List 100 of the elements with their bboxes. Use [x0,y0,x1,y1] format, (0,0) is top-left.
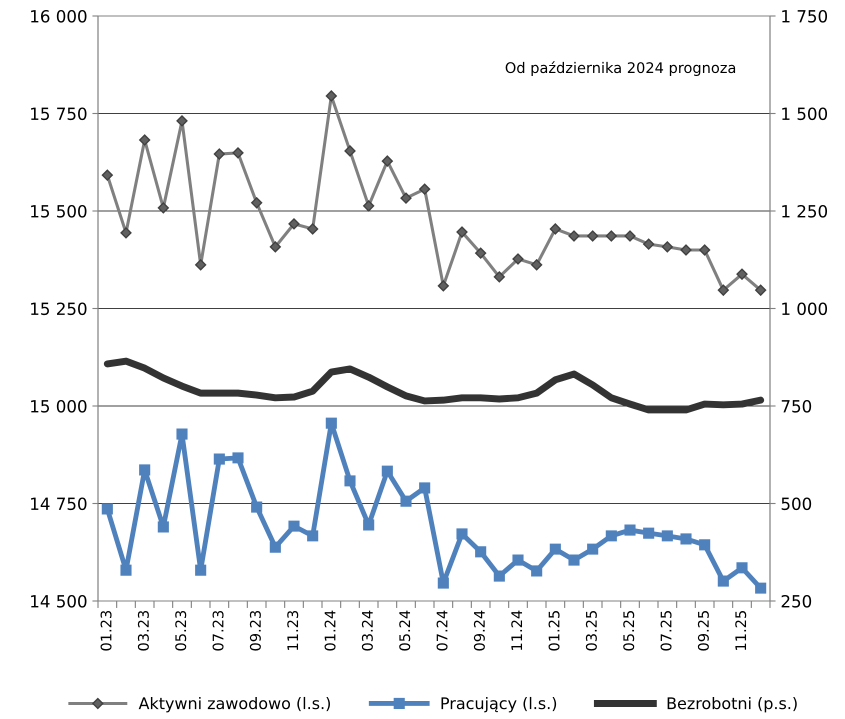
y2-tick-label: 500 [782,497,812,510]
point [531,259,542,270]
point [139,464,150,476]
point [606,530,617,542]
point [176,428,188,440]
point [326,418,337,429]
point [363,519,374,531]
point [139,134,150,146]
point [120,564,132,576]
point [400,192,412,204]
x-tick-label: 01.25 [548,611,560,651]
point [158,202,169,214]
annotation: Od października 2024 prognoza [506,61,736,76]
x-tick-label: 01.23 [100,610,112,651]
point [494,271,505,283]
y-tick-label: 15 500 [31,204,86,218]
x-tick-label: 11.23 [287,610,298,650]
x-tick-label: 03.23 [138,610,149,651]
point [176,115,188,127]
point [550,544,561,555]
point [251,501,262,513]
point [326,90,337,102]
x-tick-label: 07.24 [436,610,448,651]
point [643,528,654,539]
point [475,248,486,259]
y-tick-label: 16 000 [31,10,86,23]
point [456,226,468,238]
point [475,546,486,558]
point [680,244,692,256]
point [718,576,729,587]
legend-label: Aktywni zawodowo (l.s.) [138,696,330,712]
point [494,570,505,582]
x-tick-label: 07.25 [660,611,672,651]
y-tick-label: 14 500 [31,594,86,608]
point [438,578,449,589]
x-tick-label: 09.23 [250,610,261,651]
point [232,452,244,464]
legend-label: Bezrobotni (p.s.) [668,696,797,712]
point [718,284,729,296]
point [102,170,113,181]
legend-label: Pracujący (l.s.) [442,696,556,712]
point [606,230,617,242]
point [382,155,393,167]
point [587,544,598,555]
point [568,554,580,566]
point [344,145,356,157]
x-tick-label: 07.23 [212,610,224,651]
y2-tick-label: 1 000 [782,302,828,316]
point [699,539,710,550]
point [438,280,449,292]
point [550,223,561,235]
y2-tick-label: 1 500 [782,107,828,120]
point [456,528,468,540]
point [736,268,748,280]
x-tick-label: 09.25 [698,611,709,651]
x-tick-label: 01.24 [324,610,336,651]
y2-tick-label: 250 [782,594,812,608]
point [624,230,636,242]
point [624,524,636,536]
y-tick-label: 15 000 [31,400,86,413]
point [419,184,430,195]
point [400,496,412,507]
point [307,223,318,235]
point [158,521,169,532]
y2-tick-label: 1 250 [782,204,828,218]
point [288,520,300,532]
point [755,582,766,594]
point [232,147,244,158]
point [587,230,598,242]
point [102,503,113,515]
x-tick-label: 11.25 [735,611,746,650]
point [363,200,374,212]
y-tick-label: 14 750 [31,497,86,510]
point [512,554,524,566]
x-tick-label: 03.24 [362,610,373,651]
y2-tick-label: 1 750 [782,10,828,23]
x-tick-label: 05.25 [623,611,634,651]
point [251,197,262,208]
point [699,244,710,256]
point [214,148,225,160]
x-tick-label: 03.25 [586,611,597,651]
point [419,482,430,494]
x-tick-label: 05.23 [175,610,186,651]
point [288,218,300,230]
y2-tick-label: 750 [782,400,812,413]
x-tick-label: 05.24 [399,610,410,651]
point [662,241,673,252]
point [755,284,766,296]
point [531,565,542,577]
point [120,227,132,238]
point [568,230,580,242]
x-tick-label: 11.24 [511,610,522,650]
point [270,542,281,553]
point [195,259,206,270]
point [662,530,673,542]
point [214,453,225,465]
point [680,533,692,545]
point [270,241,281,252]
point [195,564,206,576]
y-tick-label: 15 750 [31,107,86,120]
